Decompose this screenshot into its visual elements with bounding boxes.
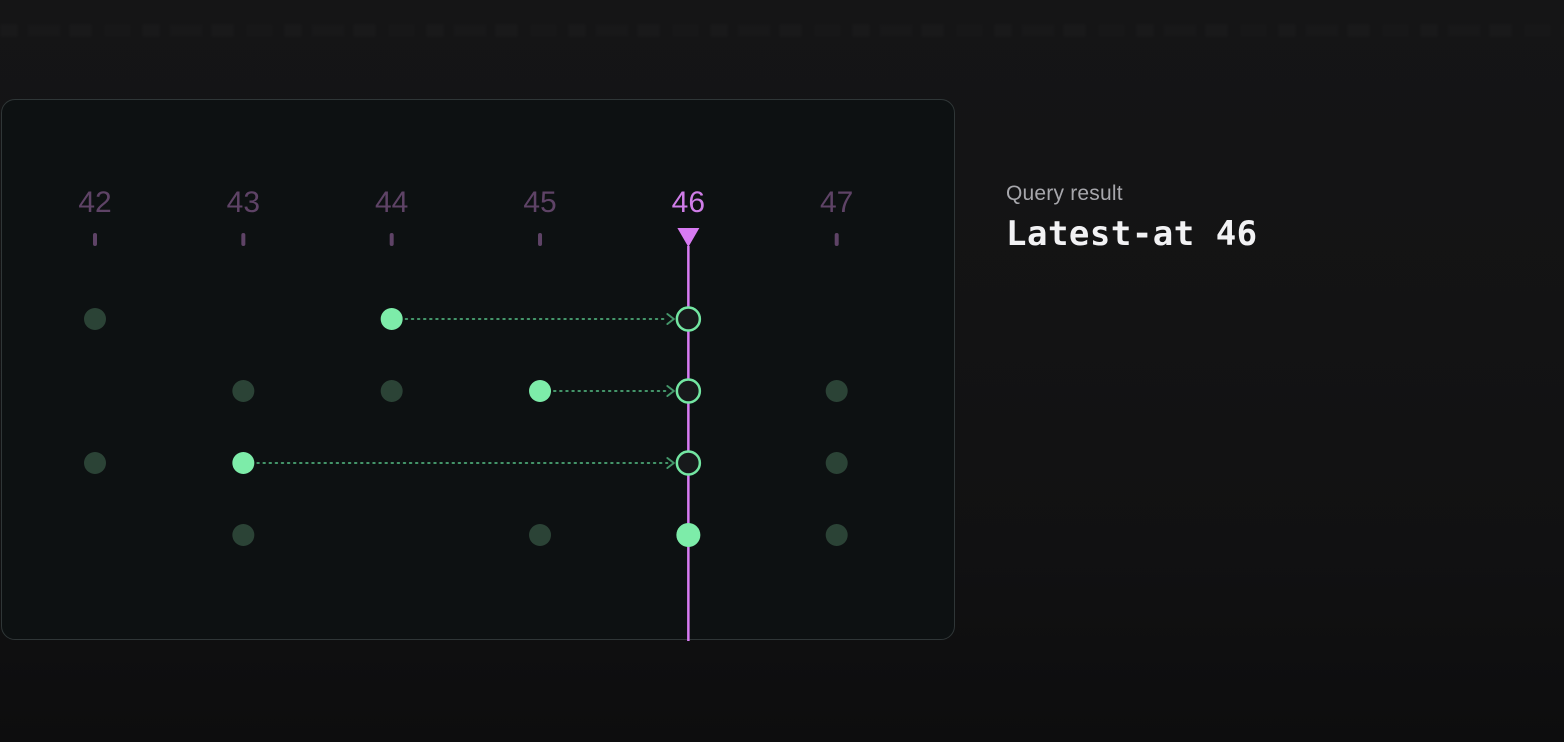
tick-label: 47 <box>820 186 853 219</box>
query-result-block: Query result Latest-at 46 <box>1006 181 1258 254</box>
tick-label: 45 <box>523 186 556 219</box>
tick-label: 44 <box>375 186 408 219</box>
event-dot-latest <box>380 308 403 330</box>
result-ring <box>675 450 702 476</box>
event-dot-latest <box>529 380 552 402</box>
timeline-panel: 42 43 44 45 46 47 <box>1 99 955 641</box>
tick-mark <box>834 233 839 246</box>
tick-mark <box>389 233 394 246</box>
result-dot-on-needle <box>676 523 701 547</box>
tick-mark <box>538 233 543 246</box>
query-tick-label: 46 <box>672 186 705 219</box>
tick-label: 43 <box>227 186 260 219</box>
connector-arrow-icon <box>666 313 675 325</box>
timeline-svg: 42 43 44 45 46 47 <box>78 186 853 641</box>
event-dot-stale <box>825 452 848 474</box>
event-dot-latest <box>232 452 255 474</box>
event-dot-stale <box>84 308 106 330</box>
connector-arrow-icon <box>666 385 675 397</box>
event-dot-stale <box>84 452 106 474</box>
tick-label: 42 <box>78 186 111 219</box>
event-dot-stale <box>380 380 403 402</box>
tick-mark <box>241 233 246 246</box>
background-ghost-text <box>0 24 1564 37</box>
event-dot-stale <box>232 380 255 402</box>
event-dot-stale <box>232 524 255 546</box>
result-ring <box>675 306 702 332</box>
event-dot-stale <box>529 524 552 546</box>
query-result-value: Latest-at 46 <box>1006 214 1258 254</box>
connector-arrow-icon <box>666 457 675 469</box>
query-result-label: Query result <box>1006 182 1123 205</box>
result-ring <box>675 378 702 404</box>
event-dot-stale <box>825 524 848 546</box>
event-dot-stale <box>825 380 848 402</box>
query-marker-icon <box>677 228 700 247</box>
tick-mark <box>93 233 97 246</box>
